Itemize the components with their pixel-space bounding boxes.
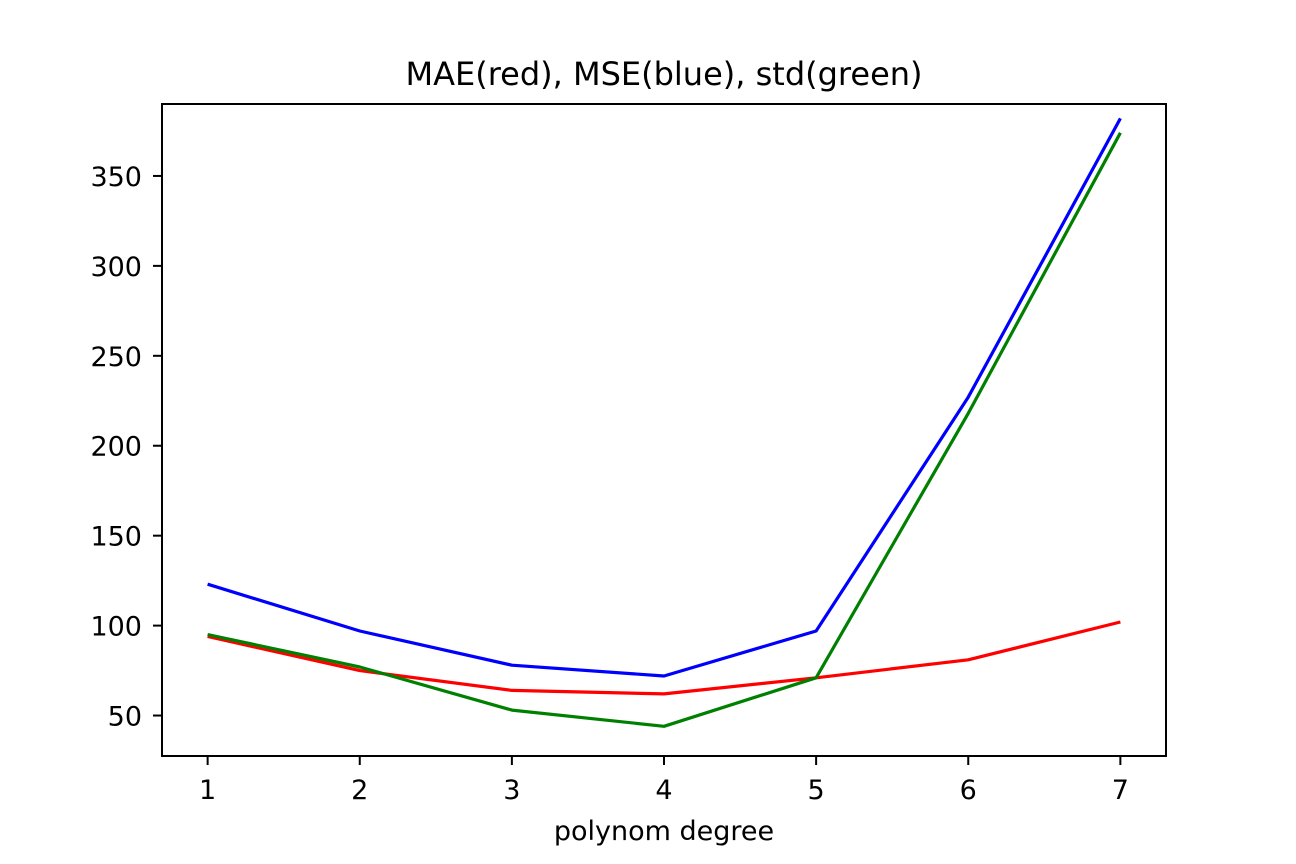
y-tick-label: 300 <box>90 252 142 283</box>
x-tick-label: 7 <box>1112 775 1129 806</box>
x-axis-label: polynom degree <box>554 816 774 847</box>
x-axis: 1 2 3 4 5 6 7 <box>199 756 1129 806</box>
x-tick-label: 2 <box>351 775 368 806</box>
x-tick-label: 5 <box>808 775 825 806</box>
y-tick-label: 100 <box>90 612 142 643</box>
series-line-2 <box>207 132 1122 728</box>
x-tick-label: 3 <box>503 775 520 806</box>
y-tick-label: 350 <box>90 162 142 193</box>
series-layer <box>207 117 1122 728</box>
y-tick-label: 250 <box>90 342 142 373</box>
x-tick-label: 6 <box>960 775 977 806</box>
series-line-0 <box>207 620 1121 696</box>
y-tick-label: 50 <box>108 702 142 733</box>
y-tick-label: 150 <box>90 522 142 553</box>
x-tick-label: 1 <box>199 775 216 806</box>
y-tick-label: 200 <box>90 432 142 463</box>
y-axis: 50 100 150 200 250 300 350 <box>90 162 162 733</box>
series-line-1 <box>207 117 1122 678</box>
x-tick-label: 4 <box>655 775 672 806</box>
chart-title: MAE(red), MSE(blue), std(green) <box>405 55 922 93</box>
